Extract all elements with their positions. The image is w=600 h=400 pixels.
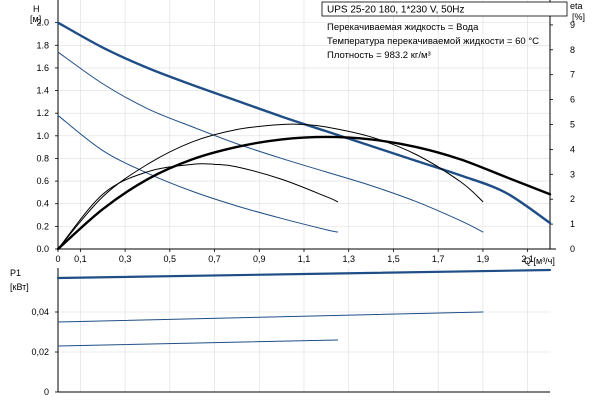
info-temperature: Температура перекачиваемой жидкости = 60… — [327, 36, 539, 47]
power-y-tick-label: 0 — [44, 387, 49, 397]
y-left-tick-label: 2.0 — [36, 18, 49, 28]
y-right-tick-label: 4 — [570, 144, 575, 154]
x-tick-label: 1,7 — [432, 254, 445, 264]
y-left-tick-label: 1.4 — [36, 86, 49, 96]
y-left-axis-label: H — [33, 4, 40, 14]
y-left-tick-label: 0.6 — [36, 176, 49, 186]
power-axis-label: P1 — [10, 268, 21, 278]
y-left-tick-label: 1.6 — [36, 63, 49, 73]
x-tick-label: 1,5 — [387, 254, 400, 264]
chart-title: UPS 25-20 180, 1*230 V, 50Hz — [327, 5, 465, 16]
x-tick-label: 0,5 — [164, 254, 177, 264]
y-left-tick-label: 1.2 — [36, 108, 49, 118]
y-left-tick-label: 0.4 — [36, 199, 49, 209]
y-right-axis-label: eta — [570, 1, 583, 11]
eta-curve-5 — [57, 123, 484, 250]
y-right-tick-label: 8 — [570, 45, 575, 55]
series-lines — [56, 21, 552, 347]
head-curve-3 — [57, 114, 339, 233]
x-tick-label: 0,3 — [119, 254, 132, 264]
y-left-tick-label: 0.8 — [36, 153, 49, 163]
x-tick-label: 1,1 — [298, 254, 311, 264]
y-left-tick-label: 0.2 — [36, 221, 49, 231]
x-axis-label: Q [м³/ч] — [524, 256, 555, 266]
power-curve-2 — [57, 311, 484, 323]
y-left-tick-label: 0.0 — [36, 244, 49, 254]
power-y-tick-label: 0,02 — [31, 347, 49, 357]
tick-labels: 0 0,1 0,3 0,5 0,7 0,9 1,1 1,3 1,5 1,7 1,9 2,1 0.0 0.2… — [31, 18, 575, 397]
y-right-tick-label: 0 — [570, 244, 575, 254]
power-axis-unit: [кВт] — [10, 282, 29, 292]
info-liquid: Перекачиваемая жидкость = Вода — [327, 22, 479, 33]
x-tick-label: 0 — [55, 254, 60, 264]
power-curve-3 — [57, 339, 339, 347]
y-left-axis-unit: [м] — [30, 14, 41, 24]
title-box — [321, 1, 568, 17]
y-left-tick-label: 1.8 — [36, 40, 49, 50]
y-left-tick-label: 1.0 — [36, 131, 49, 141]
x-tick-label: 1,3 — [342, 254, 355, 264]
x-tick-label: 0,7 — [208, 254, 221, 264]
y-right-tick-label: 9 — [570, 20, 575, 30]
x-tick-label: 0,9 — [253, 254, 266, 264]
y-right-axis-unit: [%] — [572, 12, 585, 22]
eta-curve-6 — [57, 163, 339, 250]
y-right-tick-label: 6 — [570, 95, 575, 105]
x-tick-label: 2,1 — [521, 254, 534, 264]
y-right-tick-label: 5 — [570, 120, 575, 130]
head-curve-2 — [57, 51, 484, 233]
grid — [58, 0, 550, 392]
y-right-tick-label: 1 — [570, 219, 575, 229]
x-tick-label: 1,9 — [477, 254, 490, 264]
axes — [55, 0, 556, 393]
power-curve-1 — [56, 268, 552, 280]
info-density: Плотность = 983.2 кг/м³ — [327, 50, 431, 61]
power-y-tick-label: 0,04 — [31, 307, 49, 317]
x-tick-label: 0,1 — [74, 254, 87, 264]
y-right-tick-label: 3 — [570, 169, 575, 179]
eta-curve-4 — [56, 135, 552, 251]
y-right-tick-label: 2 — [570, 194, 575, 204]
y-right-tick-label: 7 — [570, 70, 575, 80]
